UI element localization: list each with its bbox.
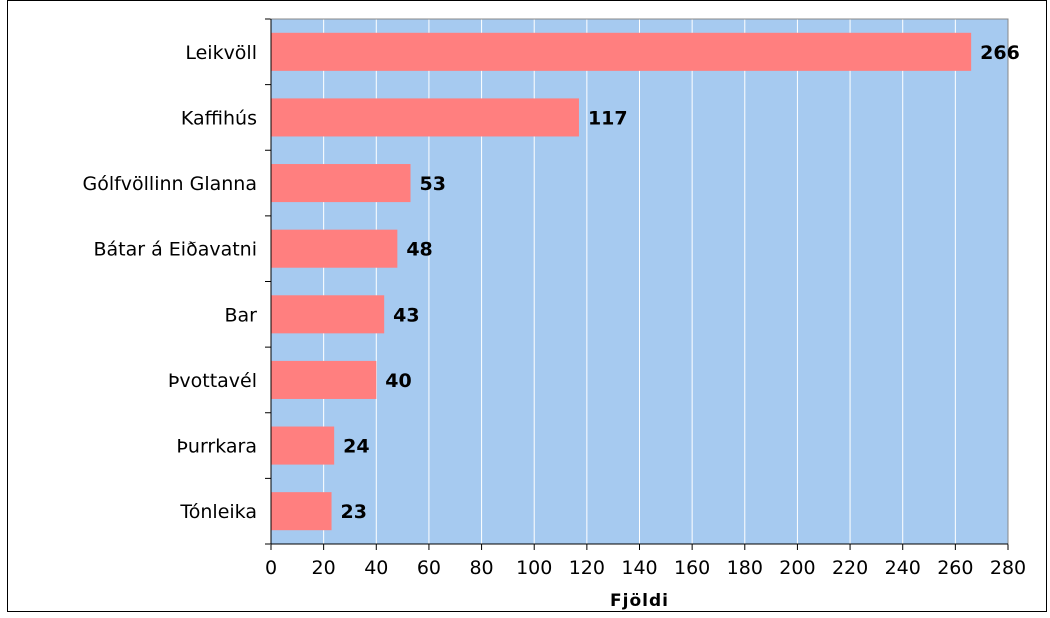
category-label: Kaffihús <box>181 107 257 129</box>
data-label: 266 <box>980 42 1020 64</box>
data-label: 24 <box>343 436 369 458</box>
category-label: Leikvöll <box>185 42 257 64</box>
bar-6 <box>271 427 334 465</box>
x-tick-label: 0 <box>265 557 277 579</box>
category-label: Tónleika <box>179 501 257 523</box>
bar-5 <box>271 361 376 399</box>
x-tick-label: 240 <box>885 557 921 579</box>
bar-4 <box>271 295 384 333</box>
category-label: Þvottavél <box>168 370 257 392</box>
data-label: 53 <box>420 173 446 195</box>
bar-0 <box>271 33 971 71</box>
bar-1 <box>271 98 579 136</box>
x-tick-label: 160 <box>674 557 710 579</box>
bar-7 <box>271 492 332 530</box>
data-label: 43 <box>393 304 419 326</box>
bar-3 <box>271 230 397 268</box>
data-label: 40 <box>385 370 411 392</box>
x-tick-label: 280 <box>990 557 1026 579</box>
data-label: 23 <box>341 501 367 523</box>
bar-2 <box>271 164 411 202</box>
bar-chart: 0 20 40 60 80 100 120 140 160 180 200 220 240 260 280 L… <box>8 1 1048 613</box>
x-tick-label: 140 <box>621 557 657 579</box>
x-tick-label: 200 <box>779 557 815 579</box>
category-label: Bátar á Eiðavatni <box>93 239 257 261</box>
data-label: 117 <box>588 107 628 129</box>
x-tick-label: 80 <box>469 557 493 579</box>
category-label: Bar <box>225 304 258 326</box>
x-tick-label: 100 <box>516 557 552 579</box>
x-tick-label: 60 <box>417 557 441 579</box>
x-axis-title: Fjöldi <box>610 591 669 611</box>
x-tick-label: 120 <box>569 557 605 579</box>
x-tick-label: 260 <box>937 557 973 579</box>
category-label: Gólfvöllinn Glanna <box>82 173 257 195</box>
category-label: Þurrkara <box>176 436 257 458</box>
x-tick-label: 220 <box>832 557 868 579</box>
x-tick-label: 40 <box>364 557 388 579</box>
data-label: 48 <box>406 239 432 261</box>
x-tick-label: 20 <box>312 557 336 579</box>
chart-frame: 0 20 40 60 80 100 120 140 160 180 200 220 240 260 280 L… <box>7 0 1047 612</box>
x-tick-label: 180 <box>727 557 763 579</box>
